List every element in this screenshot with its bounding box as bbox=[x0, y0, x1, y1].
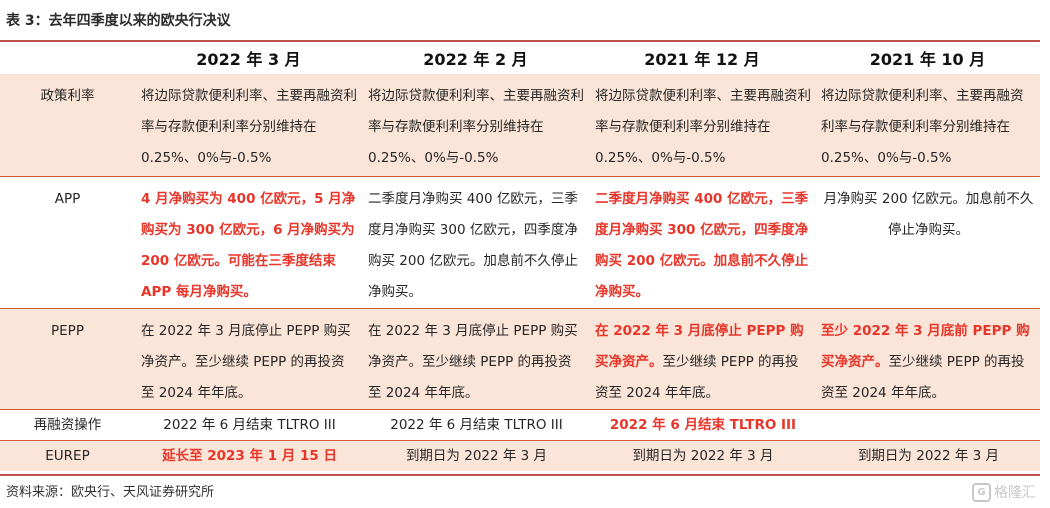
cell-policy-rate-2021-12: 将边际贷款便利利率、主要再融资利率与存款便利利率分别维持在 0.25%、0%与-… bbox=[589, 74, 815, 177]
row-label-policy-rate: 政策利率 bbox=[0, 74, 135, 177]
cell-policy-rate-2022-03: 将边际贷款便利利率、主要再融资利率与存款便利利率分别维持在 0.25%、0%与-… bbox=[135, 74, 362, 177]
row-label-pepp: PEPP bbox=[0, 308, 135, 410]
watermark: G 格隆汇 bbox=[972, 482, 1036, 502]
cell-tltro-2022-02: 2022 年 6 月结束 TLTRO III bbox=[362, 409, 589, 441]
cell-app-2022-03: 4 月净购买为 400 亿欧元，5 月净购买为 300 亿欧元，6 月净购买为 … bbox=[135, 176, 362, 309]
header-blank bbox=[0, 42, 135, 74]
cell-app-2021-12: 二季度月净购买 400 亿欧元，三季度月净购买 300 亿欧元，四季度净购买 2… bbox=[589, 176, 815, 309]
cell-tltro-2022-03: 2022 年 6 月结束 TLTRO III bbox=[135, 409, 362, 441]
row-label-eurep: EUREP bbox=[0, 440, 135, 471]
table-row-tltro: 再融资操作 2022 年 6 月结束 TLTRO III 2022 年 6 月结… bbox=[0, 409, 1040, 441]
cell-eurep-2022-02: 到期日为 2022 年 3 月 bbox=[362, 440, 589, 471]
watermark-logo-icon: G bbox=[972, 482, 991, 502]
table-row-policy-rate: 政策利率 将边际贷款便利利率、主要再融资利率与存款便利利率分别维持在 0.25%… bbox=[0, 74, 1040, 177]
top-rule bbox=[0, 40, 1040, 42]
watermark-text: 格隆汇 bbox=[994, 485, 1036, 501]
cell-policy-rate-2021-10: 将边际贷款便利利率、主要再融资利率与存款便利利率分别维持在 0.25%、0%与-… bbox=[815, 74, 1040, 177]
cell-eurep-2021-12: 到期日为 2022 年 3 月 bbox=[589, 440, 815, 471]
header-2021-12: 2021 年 12 月 bbox=[644, 50, 760, 69]
cell-pepp-2022-03: 在 2022 年 3 月底停止 PEPP 购买净资产。至少继续 PEPP 的再投… bbox=[135, 308, 362, 410]
cell-pepp-2021-10: 至少 2022 年 3 月底前 PEPP 购买净资产。至少继续 PEPP 的再投… bbox=[815, 308, 1040, 410]
row-label-app: APP bbox=[0, 176, 135, 309]
bottom-rule bbox=[0, 474, 1040, 476]
cell-pepp-2021-12: 在 2022 年 3 月底停止 PEPP 购买净资产。至少继续 PEPP 的再投… bbox=[589, 308, 815, 410]
header-2022-03: 2022 年 3 月 bbox=[196, 50, 301, 69]
source-note: 资料来源：欧央行、天风证券研究所 bbox=[6, 485, 215, 500]
header-row: 2022 年 3 月 2022 年 2 月 2021 年 12 月 2021 年… bbox=[0, 42, 1040, 74]
cell-tltro-2021-12: 2022 年 6 月结束 TLTRO III bbox=[589, 409, 815, 441]
cell-eurep-2022-03: 延长至 2023 年 1 月 15 日 bbox=[135, 440, 362, 471]
table-caption: 表 3：去年四季度以来的欧央行决议 bbox=[6, 13, 231, 29]
pepp-2021-12-highlight: 在 2022 年 3 月底停止 PEPP 购买净资产。 bbox=[595, 323, 804, 370]
header-2021-10: 2021 年 10 月 bbox=[869, 50, 986, 69]
pepp-2021-12-rest: 至少继续 PEPP 的再投资至 2024 年年底。 bbox=[595, 354, 799, 401]
cell-tltro-2021-10 bbox=[815, 409, 1040, 441]
cell-app-2021-10: 月净购买 200 亿欧元。加息前不久停止净购买。 bbox=[815, 176, 1040, 309]
row-label-tltro: 再融资操作 bbox=[0, 409, 135, 441]
pepp-2021-10-highlight: 至少 2022 年 3 月底前 PEPP 购买净资产。 bbox=[821, 323, 1030, 370]
ecb-decisions-table: 2022 年 3 月 2022 年 2 月 2021 年 12 月 2021 年… bbox=[0, 42, 1040, 471]
pepp-2021-10-rest: 至少继续 PEPP 的再投资至 2024 年年底。 bbox=[821, 354, 1025, 401]
cell-eurep-2021-10: 到期日为 2022 年 3 月 bbox=[815, 440, 1040, 471]
table-row-eurep: EUREP 延长至 2023 年 1 月 15 日 到期日为 2022 年 3 … bbox=[0, 440, 1040, 471]
cell-policy-rate-2022-02: 将边际贷款便利利率、主要再融资利率与存款便利利率分别维持在 0.25%、0%与-… bbox=[362, 74, 589, 177]
table-row-app: APP 4 月净购买为 400 亿欧元，5 月净购买为 300 亿欧元，6 月净… bbox=[0, 176, 1040, 309]
cell-app-2022-02: 二季度月净购买 400 亿欧元，三季度月净购买 300 亿欧元，四季度净购买 2… bbox=[362, 176, 589, 309]
table-row-pepp: PEPP 在 2022 年 3 月底停止 PEPP 购买净资产。至少继续 PEP… bbox=[0, 308, 1040, 410]
cell-pepp-2022-02: 在 2022 年 3 月底停止 PEPP 购买净资产。至少继续 PEPP 的再投… bbox=[362, 308, 589, 410]
header-2022-02: 2022 年 2 月 bbox=[423, 50, 528, 69]
